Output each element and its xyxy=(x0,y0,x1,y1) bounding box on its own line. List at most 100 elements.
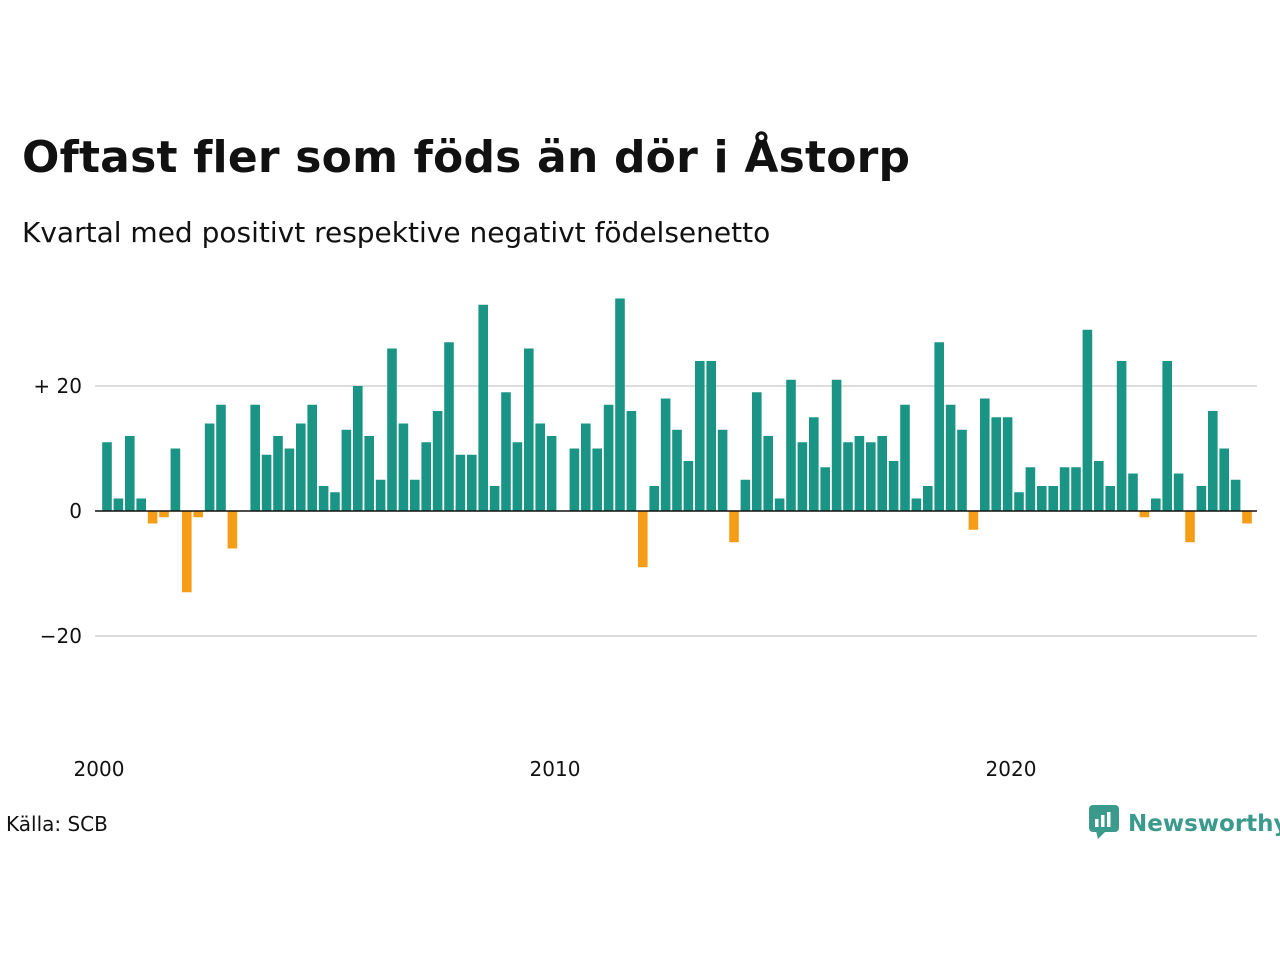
bar xyxy=(1128,473,1138,511)
bar xyxy=(125,436,135,511)
bar xyxy=(683,461,694,511)
axes: + 20 0 −20 2000 2010 2020 xyxy=(33,374,1257,781)
bar xyxy=(900,404,910,511)
x-tick-label: 2010 xyxy=(530,757,581,781)
bar xyxy=(216,404,226,511)
bar xyxy=(1025,467,1036,511)
y-tick-label: + 20 xyxy=(33,374,82,398)
bars xyxy=(102,298,1252,593)
bar xyxy=(307,404,317,511)
bar xyxy=(1242,511,1252,524)
grid-lines xyxy=(95,385,1257,637)
bar xyxy=(1048,486,1058,511)
bar xyxy=(763,436,773,511)
bar xyxy=(1173,473,1184,511)
bar xyxy=(1230,479,1241,511)
bar xyxy=(512,442,523,511)
bar xyxy=(1094,461,1104,511)
bar xyxy=(398,423,409,511)
bar xyxy=(432,411,443,511)
bar xyxy=(626,411,637,511)
source-note: Källa: SCB xyxy=(6,812,108,836)
bar xyxy=(740,479,751,511)
bar xyxy=(1082,329,1093,511)
bar xyxy=(193,511,203,518)
bar xyxy=(809,417,819,511)
bar xyxy=(102,442,112,511)
bar xyxy=(706,361,716,511)
chart-subtitle: Kvartal med positivt respektive negativt… xyxy=(22,216,771,249)
bar xyxy=(797,442,808,511)
bar xyxy=(1116,361,1127,511)
bar xyxy=(1002,417,1013,511)
bar xyxy=(410,479,420,511)
bar xyxy=(147,511,158,524)
bar xyxy=(1219,448,1229,511)
bar xyxy=(968,511,979,530)
bar xyxy=(660,398,671,511)
bar xyxy=(877,436,887,511)
bar xyxy=(318,486,329,511)
bar xyxy=(1059,467,1070,511)
bar xyxy=(227,511,238,549)
bar xyxy=(569,448,580,511)
bar xyxy=(774,498,785,511)
bar xyxy=(273,436,283,511)
bar xyxy=(330,492,340,511)
x-tick-label: 2000 xyxy=(74,757,125,781)
bar xyxy=(455,454,466,511)
bar xyxy=(888,461,899,511)
bar xyxy=(284,448,295,511)
bar xyxy=(831,379,842,511)
bar xyxy=(364,436,374,511)
bar xyxy=(911,498,922,511)
bar xyxy=(250,404,260,511)
brand-name: Newsworthy xyxy=(1128,811,1280,837)
bar xyxy=(1014,492,1024,511)
bar xyxy=(467,454,477,511)
bar xyxy=(501,392,511,511)
bar xyxy=(353,386,363,511)
bar xyxy=(159,511,169,518)
bar xyxy=(786,379,796,511)
bar xyxy=(820,467,830,511)
bar xyxy=(489,486,500,511)
bar xyxy=(136,498,146,511)
bar xyxy=(170,448,181,511)
bar xyxy=(945,404,956,511)
bar xyxy=(603,404,614,511)
bar xyxy=(341,429,352,511)
bar xyxy=(1162,361,1172,511)
y-tick-label: 0 xyxy=(69,499,82,523)
bar xyxy=(296,423,306,511)
bar xyxy=(204,423,215,511)
bar xyxy=(387,348,397,511)
bar xyxy=(1071,467,1081,511)
bar xyxy=(980,398,990,511)
bar xyxy=(1208,411,1218,511)
bar xyxy=(182,511,192,593)
bar xyxy=(615,298,625,511)
bar xyxy=(524,348,534,511)
bar xyxy=(421,442,431,511)
bar xyxy=(672,429,682,511)
bar xyxy=(581,423,591,511)
bar xyxy=(375,479,386,511)
bar xyxy=(592,448,602,511)
bar xyxy=(957,429,967,511)
bar xyxy=(752,392,762,511)
bar xyxy=(1196,486,1207,511)
bar xyxy=(1151,498,1161,511)
bar xyxy=(535,423,545,511)
bar xyxy=(1139,511,1150,518)
bar xyxy=(444,342,454,511)
bar xyxy=(934,342,944,511)
bar xyxy=(546,436,557,511)
y-tick-label: −20 xyxy=(40,624,82,648)
bar xyxy=(649,486,659,511)
bar xyxy=(695,361,705,511)
brand: Newsworthy xyxy=(1088,804,1280,844)
bar xyxy=(1105,486,1115,511)
bar xyxy=(866,442,876,511)
